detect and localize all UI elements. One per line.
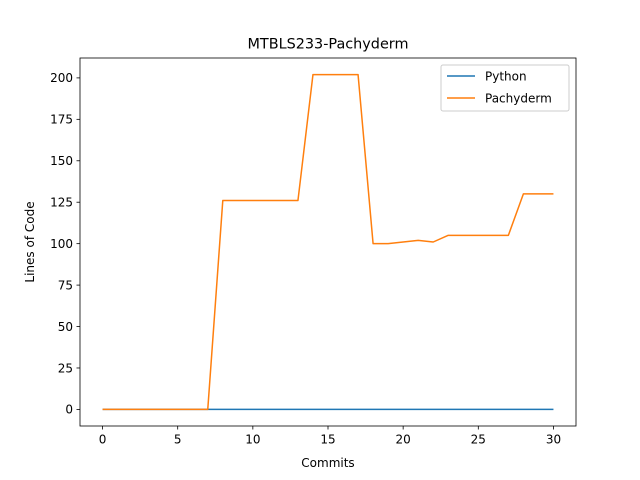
- y-tick-label: 50: [58, 320, 73, 334]
- legend-label-python: Python: [485, 70, 527, 84]
- x-tick-label: 25: [471, 433, 486, 447]
- x-tick-label: 0: [99, 433, 107, 447]
- y-tick-label: 125: [50, 196, 73, 210]
- y-tick-label: 25: [58, 361, 73, 375]
- series-line-pachyderm: [102, 73, 554, 411]
- legend-label-pachyderm: Pachyderm: [485, 92, 552, 106]
- y-tick-label: 75: [58, 278, 73, 292]
- chart-title: MTBLS233-Pachyderm: [248, 37, 409, 53]
- y-tick-label: 150: [50, 154, 73, 168]
- x-tick-label: 10: [245, 433, 260, 447]
- x-tick-label: 20: [396, 433, 411, 447]
- x-tick-label: 30: [546, 433, 561, 447]
- y-tick-label: 175: [50, 113, 73, 127]
- y-tick-label: 200: [50, 71, 73, 85]
- y-axis-label: Lines of Code: [23, 201, 37, 282]
- y-tick-label: 100: [50, 237, 73, 251]
- legend: Python Pachyderm: [440, 64, 570, 112]
- y-tick-label: 0: [65, 403, 73, 417]
- x-tick-label: 5: [174, 433, 182, 447]
- x-axis-label: Commits: [301, 456, 354, 470]
- x-tick-label: 15: [320, 433, 335, 447]
- plot-area: 0 5 10 15 20 25 30 0 25 50 75 100 125 150 175 200: [50, 57, 577, 447]
